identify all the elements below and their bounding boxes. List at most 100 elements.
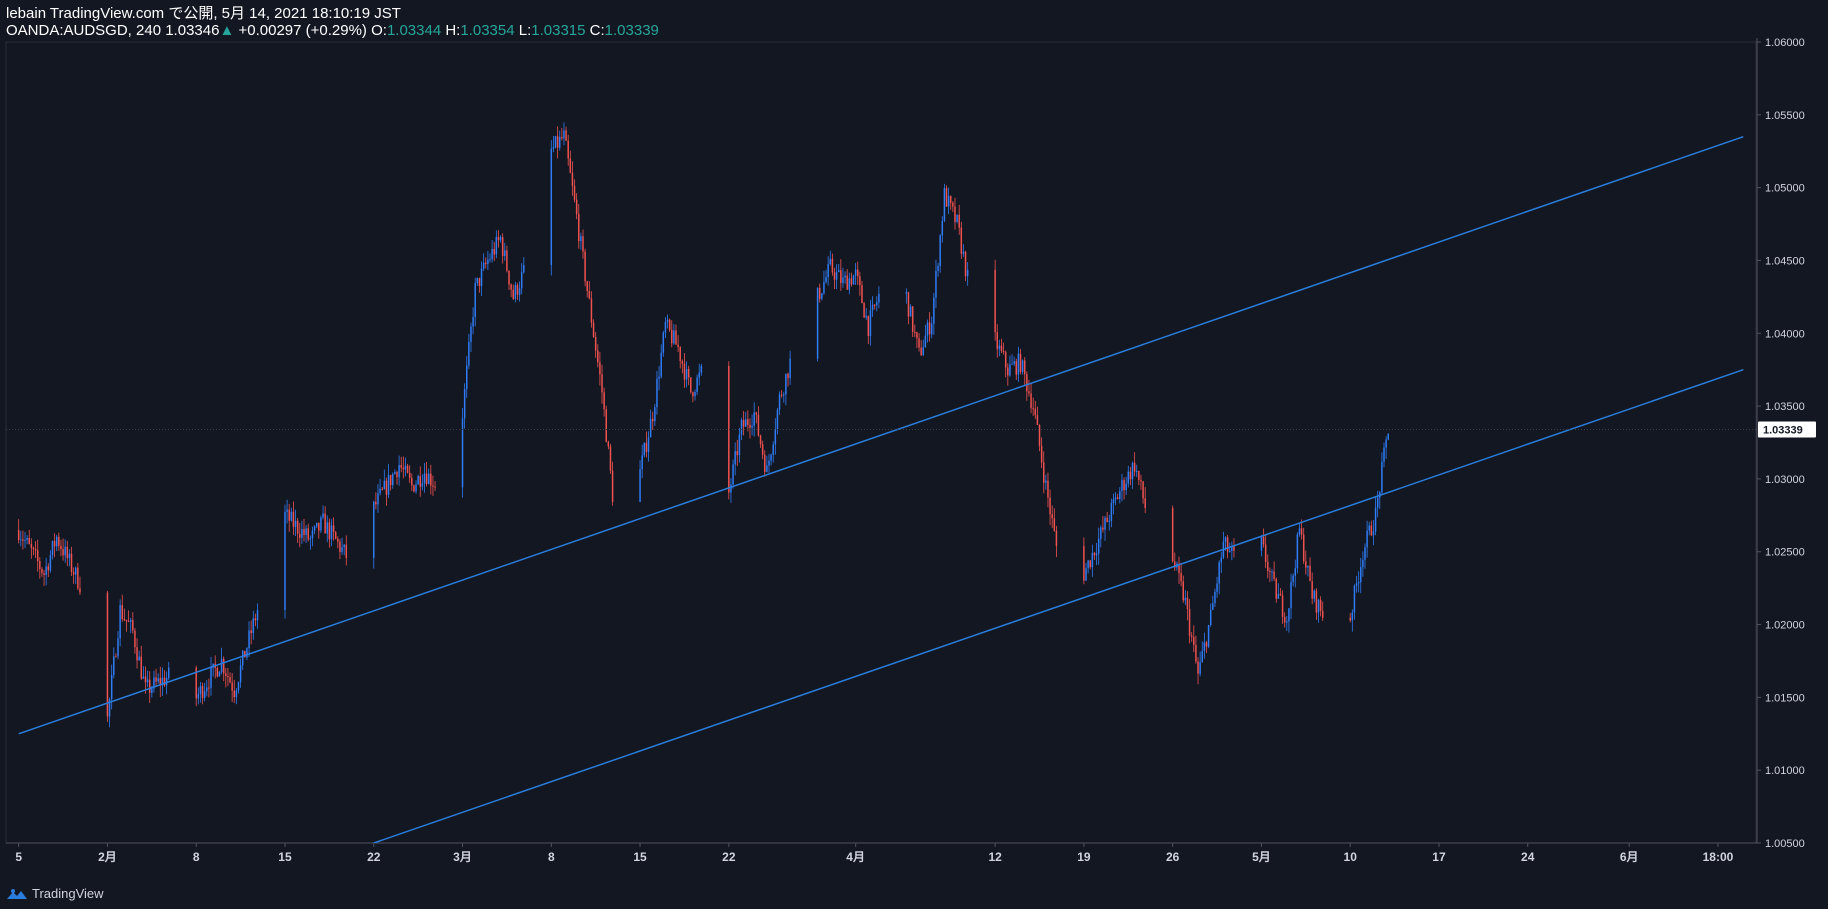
candle-body	[1357, 582, 1360, 584]
candle-body	[239, 665, 242, 683]
candle-body	[575, 199, 578, 215]
candle-body	[1123, 480, 1125, 491]
plot-frame	[5, 41, 1757, 844]
candle-body	[72, 571, 75, 575]
x-tick-label: 8	[193, 850, 200, 864]
candle-body	[1026, 374, 1028, 392]
candle-body	[28, 537, 30, 544]
candle-body	[64, 546, 66, 556]
candle-body	[301, 529, 303, 538]
candle-body	[222, 658, 225, 674]
candle-body	[74, 567, 77, 575]
candle-body	[700, 365, 703, 373]
candle-body	[647, 437, 650, 452]
candle-body	[935, 270, 937, 298]
footer-brand[interactable]: TradingView	[6, 886, 104, 901]
candle-body	[846, 275, 848, 290]
candle-body	[785, 373, 787, 395]
candle-body	[698, 372, 700, 378]
candle-body	[833, 272, 836, 280]
candle-body	[482, 262, 485, 269]
candle-body	[49, 555, 52, 571]
candle-body	[675, 330, 677, 345]
candle-body	[916, 332, 918, 339]
candle-body	[134, 630, 136, 648]
candle-body	[163, 677, 166, 686]
candle-body	[1106, 517, 1108, 522]
tradingview-logo-icon	[6, 887, 28, 901]
candle-body	[1381, 461, 1383, 493]
candle-body	[1279, 593, 1282, 596]
candle-body	[998, 345, 1001, 349]
candle-body	[609, 446, 612, 471]
candle-body	[1036, 415, 1039, 425]
candle-body	[55, 536, 58, 547]
candle-body	[68, 553, 71, 559]
candle-body	[62, 549, 64, 556]
candle-body	[753, 412, 755, 426]
candle-body	[1218, 562, 1220, 584]
candle-body	[1051, 514, 1053, 519]
candle-body	[742, 419, 745, 427]
candle-body	[1366, 530, 1368, 548]
candle-body	[1271, 571, 1273, 573]
candle-body	[656, 378, 658, 408]
candle-body	[1313, 590, 1316, 599]
candle-body	[229, 677, 231, 683]
candle-body	[292, 511, 295, 527]
x-tick-label: 12	[988, 850, 1002, 864]
x-tick-label: 8	[548, 850, 555, 864]
candle-body	[565, 130, 567, 141]
candle-body	[476, 278, 479, 284]
candle-body	[920, 347, 922, 356]
candle-body	[309, 538, 312, 540]
candle-body	[1317, 599, 1320, 613]
candle-body	[235, 690, 238, 698]
candle-body	[556, 136, 559, 148]
symbol-label: OANDA:AUDSGD, 240	[6, 22, 162, 39]
x-tick-label: 24	[1521, 850, 1535, 864]
candle-body	[867, 315, 870, 337]
candle-body	[127, 621, 130, 623]
candle-body	[1102, 527, 1104, 530]
candle-body	[1055, 530, 1058, 547]
candle-body	[677, 344, 679, 347]
candle-body	[918, 338, 920, 348]
candle-body	[324, 513, 326, 534]
candle-body	[954, 206, 956, 222]
open-value: 1.03344	[386, 22, 442, 39]
candle-body	[1188, 608, 1191, 636]
candle-body	[949, 196, 952, 203]
candle-body	[106, 592, 109, 717]
candle-body	[747, 419, 749, 425]
candle-body	[153, 677, 155, 689]
candle-body	[1351, 612, 1354, 621]
candle-body	[250, 630, 252, 634]
candle-body	[233, 690, 236, 698]
candle-body	[1360, 567, 1362, 583]
candle-body	[662, 332, 665, 353]
candle-body	[53, 540, 56, 547]
candle-body	[761, 444, 764, 455]
candle-body	[125, 619, 128, 622]
candle-body	[1214, 591, 1216, 604]
candle-body	[1032, 408, 1034, 410]
change-value: +0.00297 (+0.29%)	[238, 22, 367, 39]
candle-body	[427, 473, 430, 485]
candle-body	[51, 540, 54, 556]
candle-body	[1207, 625, 1210, 647]
y-tick-label: 1.05000	[1765, 183, 1805, 195]
candle-body	[1002, 350, 1005, 353]
candle-body	[679, 346, 681, 362]
candle-body	[835, 272, 838, 280]
candle-body	[1053, 518, 1056, 531]
candle-body	[778, 394, 781, 410]
candle-body	[1017, 353, 1020, 375]
candle-body	[1277, 593, 1280, 599]
candle-body	[77, 567, 79, 589]
candle-body	[945, 187, 948, 207]
candle-body	[43, 573, 45, 576]
candle-body	[1049, 497, 1051, 515]
